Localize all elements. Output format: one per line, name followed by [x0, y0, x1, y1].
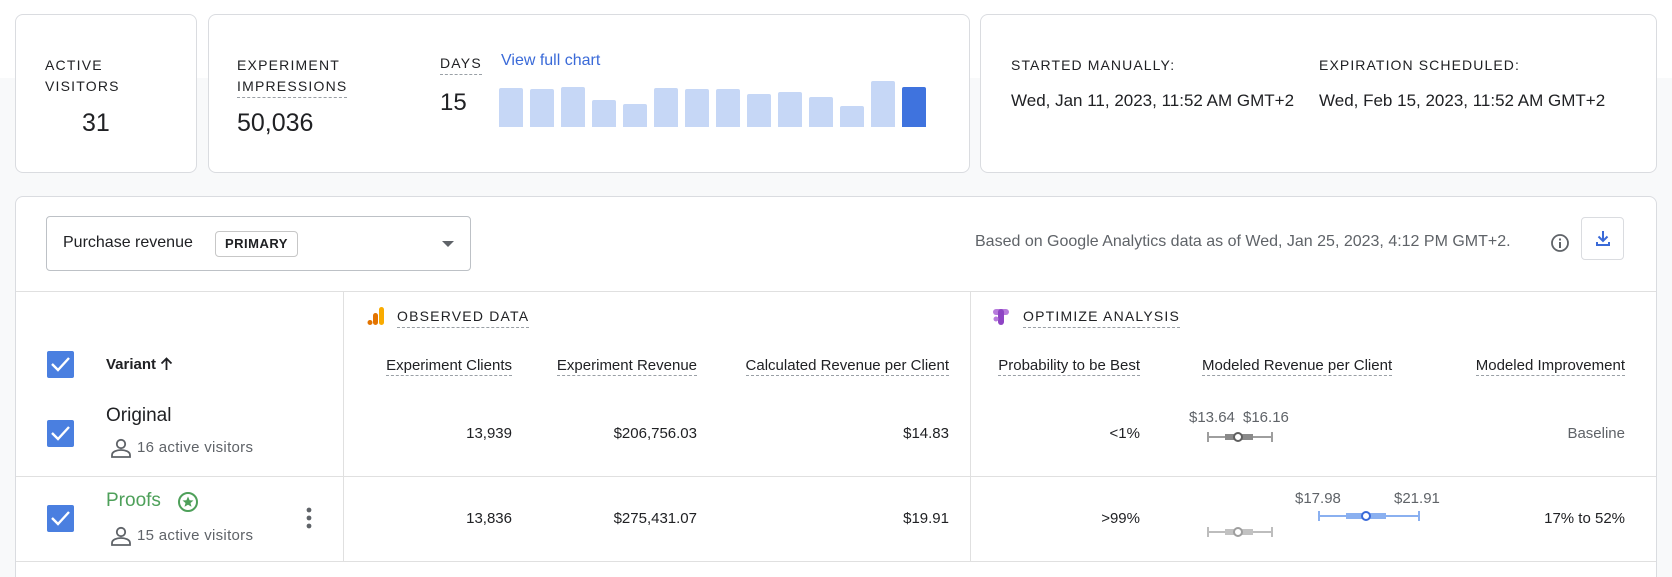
day-bar[interactable] — [499, 88, 523, 127]
objective-select[interactable]: Purchase revenue PRIMARY — [46, 216, 471, 271]
impressions-label: EXPERIMENT IMPRESSIONS — [237, 55, 348, 98]
download-button[interactable] — [1581, 217, 1624, 260]
row-divider — [16, 476, 1656, 477]
days-label: DAYS — [440, 53, 482, 75]
analytics-icon — [367, 307, 384, 325]
improvement-cell: Baseline — [1567, 425, 1625, 442]
day-bar[interactable] — [871, 81, 895, 127]
day-bar[interactable] — [623, 104, 647, 127]
row-divider — [16, 561, 1656, 562]
active-visitors-count: 15 active visitors — [137, 527, 254, 544]
clients-cell: 13,836 — [466, 510, 512, 527]
person-icon — [111, 438, 131, 458]
optimize-analysis-heading: OPTIMIZE ANALYSIS — [1023, 306, 1181, 328]
confidence-interval-original — [1207, 432, 1273, 442]
revenue-cell: $275,431.07 — [613, 510, 697, 527]
improvement-cell: 17% to 52% — [1544, 510, 1625, 527]
started-label: STARTED MANUALLY: — [1011, 57, 1176, 73]
table-top-divider — [16, 291, 1656, 292]
rpc-cell: $14.83 — [903, 425, 949, 442]
prob-best-cell: >99% — [1101, 510, 1140, 527]
view-full-chart-link[interactable]: View full chart — [501, 52, 601, 69]
download-icon — [1596, 231, 1610, 246]
day-bar[interactable] — [654, 88, 678, 127]
optimize-icon — [993, 309, 1009, 325]
observed-data-heading: OBSERVED DATA — [397, 306, 530, 328]
expiration-label: EXPIRATION SCHEDULED: — [1319, 57, 1520, 73]
column-divider — [343, 291, 344, 561]
more-vert-icon[interactable] — [300, 505, 318, 533]
day-bar[interactable] — [716, 89, 740, 127]
rpc-cell: $19.91 — [903, 510, 949, 527]
prob-best-header[interactable]: Probability to be Best — [998, 357, 1140, 376]
confidence-interval-baseline — [1207, 527, 1273, 537]
day-bar[interactable] — [747, 94, 771, 127]
rpc-header[interactable]: Calculated Revenue per Client — [745, 357, 949, 376]
range-high-label: $16.16 — [1243, 409, 1289, 426]
day-bar[interactable] — [685, 89, 709, 127]
info-icon[interactable] — [1550, 233, 1570, 253]
active-visitors-label: ACTIVE VISITORS — [45, 57, 120, 94]
star-badge-icon — [178, 492, 198, 512]
chevron-down-icon — [442, 241, 454, 247]
days-value: 15 — [440, 89, 467, 116]
clients-cell: 13,939 — [466, 425, 512, 442]
day-bar[interactable] — [902, 87, 926, 127]
column-divider — [970, 291, 971, 561]
revenue-cell: $206,756.03 — [613, 425, 697, 442]
select-all-checkbox[interactable] — [47, 351, 74, 378]
revenue-header[interactable]: Experiment Revenue — [556, 357, 697, 376]
clients-header[interactable]: Experiment Clients — [386, 357, 512, 376]
day-bar[interactable] — [809, 97, 833, 127]
variant-name: Original — [106, 405, 172, 426]
active-visitors-count: 16 active visitors — [137, 439, 254, 456]
day-bar[interactable] — [561, 87, 585, 127]
range-high-label: $21.91 — [1394, 490, 1440, 507]
data-freshness-note: Based on Google Analytics data as of Wed… — [975, 233, 1511, 250]
impressions-value: 50,036 — [237, 109, 314, 137]
schedule-card: STARTED MANUALLY: Wed, Jan 11, 2023, 11:… — [980, 14, 1657, 173]
impressions-card: EXPERIMENT IMPRESSIONS 50,036 DAYS 15 Vi… — [208, 14, 970, 173]
days-bar-chart[interactable] — [499, 75, 939, 127]
day-bar[interactable] — [778, 92, 802, 127]
day-bar[interactable] — [592, 100, 616, 127]
range-low-label: $13.64 — [1189, 409, 1235, 426]
primary-chip: PRIMARY — [215, 231, 298, 257]
active-visitors-card: ACTIVE VISITORS 31 — [15, 14, 197, 173]
variant-name: Proofs — [106, 490, 161, 511]
row-checkbox[interactable] — [47, 505, 74, 532]
row-checkbox[interactable] — [47, 420, 74, 447]
day-bar[interactable] — [840, 106, 864, 127]
expiration-value: Wed, Feb 15, 2023, 11:52 AM GMT+2 — [1319, 91, 1606, 110]
modeled-rpc-header[interactable]: Modeled Revenue per Client — [1202, 357, 1393, 376]
confidence-interval-proofs — [1318, 511, 1420, 521]
person-icon — [111, 526, 131, 546]
started-value: Wed, Jan 11, 2023, 11:52 AM GMT+2 — [1011, 91, 1295, 110]
range-low-label: $17.98 — [1295, 490, 1341, 507]
prob-best-cell: <1% — [1109, 425, 1140, 442]
objective-selected: Purchase revenue — [63, 234, 193, 251]
variant-sort-header[interactable]: Variant — [106, 356, 173, 373]
modeled-improvement-header[interactable]: Modeled Improvement — [1475, 357, 1625, 376]
arrow-up-icon — [161, 357, 173, 370]
active-visitors-value: 31 — [82, 109, 110, 137]
day-bar[interactable] — [530, 89, 554, 127]
